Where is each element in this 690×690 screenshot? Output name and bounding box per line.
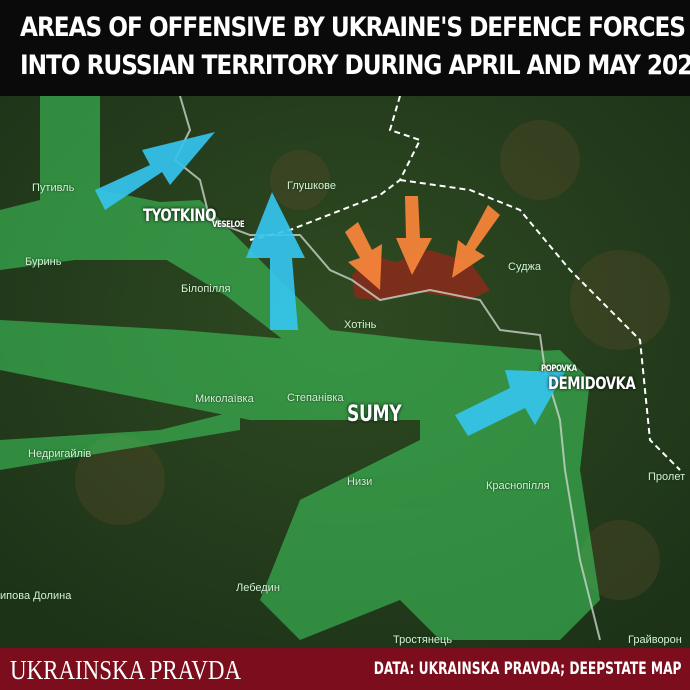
map-graphics (0, 96, 690, 648)
arrow-north-glushkove (246, 192, 305, 330)
state-border (173, 96, 601, 641)
title-line-1: AREAS OF OFFENSIVE BY UKRAINE'S DEFENCE … (20, 12, 686, 43)
arrow-east-demidovka (455, 370, 565, 436)
map-area: Путивль Буринь Глушкове Білопілля Хотінь… (0, 96, 690, 648)
place-lebedyn: Лебедин (236, 582, 280, 594)
russian-arrow-1 (345, 222, 382, 290)
place-putyvl: Путивль (32, 182, 75, 194)
terrain-texture (75, 120, 670, 600)
place-khotin: Хотінь (344, 319, 377, 331)
russian-arrow-3 (452, 205, 500, 278)
place-stepanivka: Степанівка (287, 392, 344, 404)
place-trostianets: Тростянець (393, 634, 453, 646)
place-buryn: Буринь (25, 256, 62, 268)
place-mykolaivka: Миколаївка (195, 393, 254, 405)
label-popovka: POPOVKA (541, 364, 577, 374)
place-nedryhailiv: Недригайлів (28, 448, 92, 460)
label-veseloe: VESELOE (212, 220, 245, 230)
label-demidovka: DEMIDOVKA (548, 374, 636, 394)
title-banner: AREAS OF OFFENSIVE BY UKRAINE'S DEFENCE … (0, 0, 690, 96)
russian-offensive-arrows (345, 196, 500, 290)
brand-logo: UKRAINSKA PRAVDA (10, 655, 242, 685)
place-proletarskyi: Пролет (648, 471, 686, 483)
footer-bar: UKRAINSKA PRAVDA DATA: UKRAINSKA PRAVDA;… (0, 648, 690, 690)
ukraine-offensive-arrows (95, 132, 565, 436)
place-glushkove: Глушкове (287, 180, 336, 192)
place-lypova-dolyna: ипова Долина (0, 590, 72, 602)
place-hraivoron: Грайворон (628, 634, 682, 646)
data-source: DATA: UKRAINSKA PRAVDA; DEEPSTATE MAP (374, 659, 682, 679)
place-nyzy: Низи (347, 476, 373, 488)
label-tyotkino: TYOTKINO (143, 206, 216, 226)
ukraine-control-bands (0, 96, 600, 640)
russian-arrow-2 (396, 196, 432, 275)
place-krasnopillia: Краснопілля (486, 480, 550, 492)
place-sudzha: Суджа (508, 261, 541, 273)
label-sumy: SUMY (347, 402, 402, 427)
title-line-2: INTO RUSSIAN TERRITORY DURING APRIL AND … (20, 50, 690, 81)
place-bilopillia: Білопілля (181, 283, 231, 295)
arrow-north-east-tyotkino (95, 132, 215, 210)
